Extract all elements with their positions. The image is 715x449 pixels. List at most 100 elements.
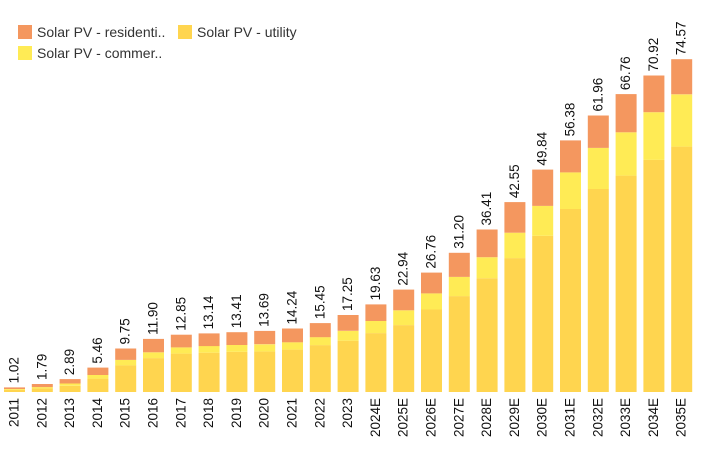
bar-segment-solar-pv-utility-2029E	[504, 258, 526, 392]
bar-segment-solar-pv-commer-2020	[254, 344, 276, 352]
x-tick-label-2033E: 2033E	[618, 398, 633, 437]
total-label-2025E: 22.94	[396, 251, 411, 285]
total-label-2019: 13.41	[229, 294, 244, 328]
bar-segment-solar-pv-utility-2035E	[671, 146, 693, 392]
x-tick-label-2031E: 2031E	[563, 398, 578, 437]
bar-segment-solar-pv-utility-2025E	[393, 325, 415, 392]
bar-segment-solar-pv-utility-2020	[254, 351, 276, 392]
bar-segment-solar-pv-utility-2026E	[421, 309, 442, 392]
bar-segment-solar-pv-residenti-2021	[282, 328, 303, 343]
bar-segment-solar-pv-residenti-2033E	[615, 94, 637, 133]
bar-segment-solar-pv-commer-2015	[115, 359, 137, 366]
bar-segment-solar-pv-residenti-2014	[87, 367, 109, 375]
bar-segment-solar-pv-utility-2023	[337, 340, 359, 392]
bar-segment-solar-pv-residenti-2011	[4, 387, 25, 389]
total-label-2023: 17.25	[340, 277, 355, 311]
bar-segment-solar-pv-residenti-2022	[309, 323, 331, 338]
total-label-2035E: 74.57	[674, 21, 689, 55]
total-label-2011: 1.02	[7, 357, 22, 383]
x-tick-label-2032E: 2032E	[590, 398, 605, 437]
bar-segment-solar-pv-residenti-2035E	[671, 59, 693, 95]
x-tick-label-2018: 2018	[201, 398, 216, 428]
legend-item-residential[interactable]: Solar PV - residenti..	[18, 24, 165, 40]
legend-item-utility[interactable]: Solar PV - utility	[178, 24, 297, 40]
bar-segment-solar-pv-commer-2011	[4, 389, 25, 390]
x-tick-label-2021: 2021	[285, 398, 300, 428]
bar-segment-solar-pv-commer-2030E	[532, 205, 554, 236]
bar-segment-solar-pv-utility-2011	[4, 389, 25, 392]
legend-swatch-utility	[178, 25, 192, 39]
bar-segment-solar-pv-residenti-2029E	[504, 202, 526, 233]
total-label-2016: 11.90	[146, 302, 161, 335]
total-label-2033E: 66.76	[618, 56, 633, 90]
total-label-2018: 13.14	[201, 295, 216, 329]
bar-segment-solar-pv-utility-2030E	[532, 235, 554, 392]
x-tick-label-2012: 2012	[34, 398, 49, 428]
x-tick-label-2035E: 2035E	[674, 398, 689, 437]
bar-segment-solar-pv-commer-2018	[198, 346, 220, 353]
bar-segment-solar-pv-commer-2028E	[476, 257, 498, 279]
bar-segment-solar-pv-utility-2021	[282, 349, 303, 392]
bar-segment-solar-pv-residenti-2025E	[393, 289, 415, 311]
bar-segment-solar-pv-utility-2027E	[448, 296, 470, 392]
bar-segment-solar-pv-utility-2014	[87, 378, 109, 392]
bar-segment-solar-pv-commer-2017	[170, 347, 192, 354]
x-tick-label-2024E: 2024E	[368, 398, 383, 437]
bar-segment-solar-pv-commer-2032E	[587, 147, 609, 189]
bar-segment-solar-pv-commer-2026E	[421, 293, 442, 310]
x-tick-label-2015: 2015	[118, 398, 133, 428]
bar-segment-solar-pv-residenti-2034E	[643, 75, 665, 113]
bar-segment-solar-pv-residenti-2013	[59, 379, 81, 384]
bar-segment-solar-pv-residenti-2018	[198, 333, 220, 347]
x-tick-label-2022: 2022	[312, 398, 327, 428]
bar-segment-solar-pv-commer-2013	[59, 383, 81, 386]
x-tick-label-2028E: 2028E	[479, 398, 494, 437]
bar-segment-solar-pv-commer-2027E	[448, 276, 470, 297]
total-label-2017: 12.85	[173, 297, 188, 331]
bar-segment-solar-pv-utility-2034E	[643, 159, 665, 392]
x-tick-label-2016: 2016	[146, 398, 161, 428]
bar-segment-solar-pv-commer-2034E	[643, 112, 665, 160]
bar-segment-solar-pv-commer-2014	[87, 375, 109, 379]
bar-segment-solar-pv-residenti-2019	[226, 332, 248, 345]
bar-segment-solar-pv-residenti-2032E	[587, 115, 609, 148]
total-label-2026E: 26.76	[424, 235, 439, 269]
total-label-2028E: 36.41	[479, 192, 494, 226]
bar-segment-solar-pv-utility-2013	[59, 385, 81, 392]
x-tick-label-2027E: 2027E	[451, 398, 466, 437]
legend-swatch-residential	[18, 25, 32, 39]
legend-item-commercial[interactable]: Solar PV - commer..	[18, 45, 162, 61]
bar-segment-solar-pv-commer-2023	[337, 330, 359, 341]
x-axis-ticks: 2011 2012 2013 2014 2015 2016 2017 2018 2019 2020…	[7, 398, 689, 438]
total-label-2020: 13.69	[257, 293, 272, 327]
bar-segment-solar-pv-utility-2017	[170, 353, 192, 392]
x-tick-label-2019: 2019	[229, 398, 244, 428]
legend-swatch-commercial	[18, 46, 32, 60]
bar-segment-solar-pv-commer-2025E	[393, 310, 415, 325]
total-label-2012: 1.79	[34, 354, 49, 380]
x-tick-label-2029E: 2029E	[507, 398, 522, 437]
bar-segment-solar-pv-utility-2022	[309, 345, 331, 392]
x-tick-label-2017: 2017	[173, 398, 188, 428]
total-label-2015: 9.75	[118, 318, 133, 344]
legend-label-residential: Solar PV - residenti..	[37, 24, 166, 40]
total-label-2027E: 31.20	[451, 215, 466, 249]
bar-segment-solar-pv-utility-2019	[226, 351, 248, 392]
bar-segment-solar-pv-commer-2022	[309, 337, 331, 346]
bar-segment-solar-pv-commer-2021	[282, 342, 303, 350]
x-tick-label-2011: 2011	[7, 398, 22, 427]
total-label-2021: 14.24	[285, 290, 300, 324]
total-label-2032E: 61.96	[590, 78, 605, 112]
bar-segment-solar-pv-utility-2015	[115, 365, 137, 392]
bar-segment-solar-pv-residenti-2028E	[476, 229, 498, 258]
bar-segment-solar-pv-commer-2024E	[365, 321, 387, 333]
x-tick-label-2030E: 2030E	[535, 398, 550, 437]
total-label-2030E: 49.84	[535, 131, 550, 165]
total-label-2022: 15.45	[312, 285, 327, 319]
bar-segment-solar-pv-commer-2035E	[671, 94, 693, 147]
bar-segment-solar-pv-utility-2033E	[615, 175, 637, 392]
bar-segment-solar-pv-residenti-2020	[254, 330, 276, 345]
legend-label-utility: Solar PV - utility	[197, 24, 297, 40]
bar-segment-solar-pv-utility-2032E	[587, 189, 609, 392]
